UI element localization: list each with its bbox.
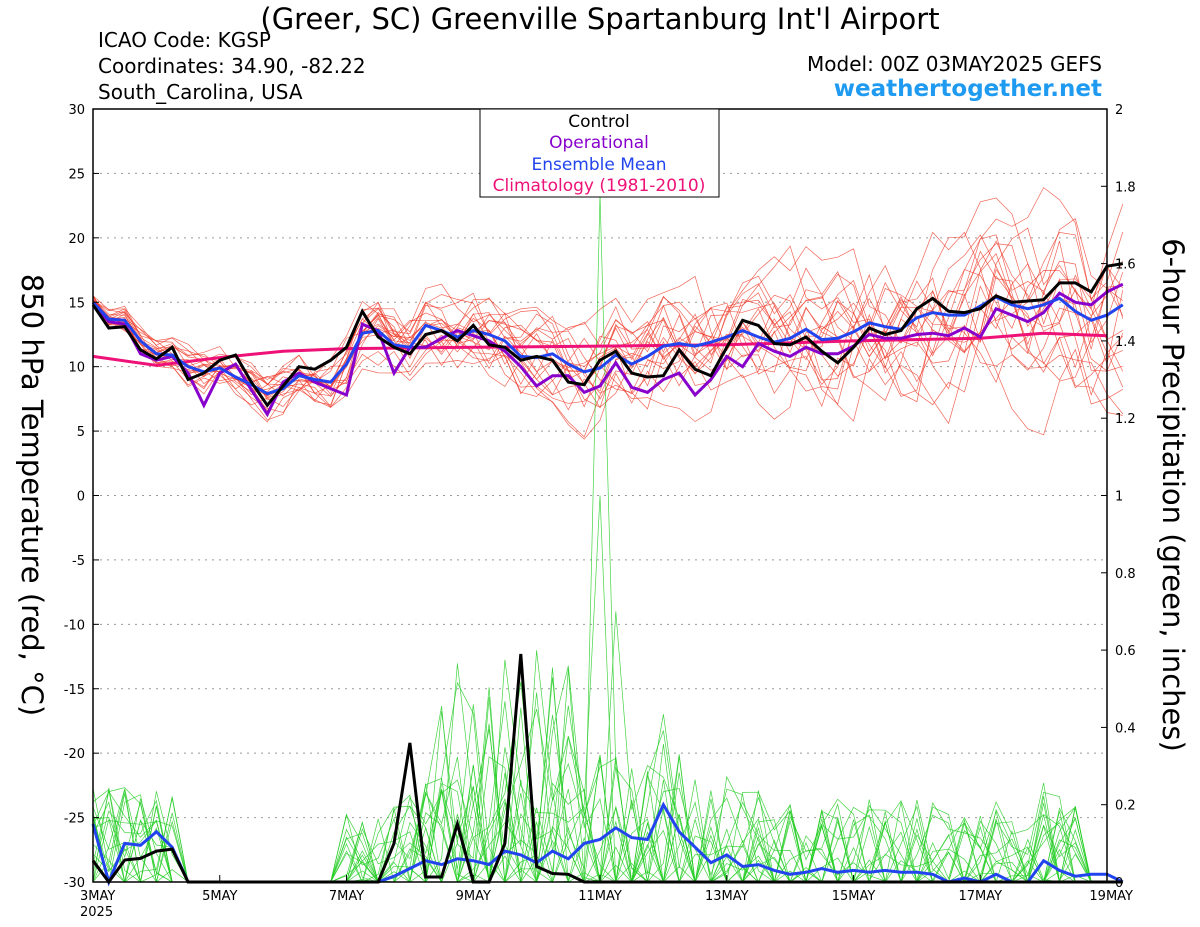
left-tick-label: -10 bbox=[64, 618, 85, 633]
temp-ensemble-mean-line bbox=[91, 295, 1124, 396]
x-tick-label: 9MAY bbox=[456, 889, 491, 904]
icao-code: ICAO Code: KGSP bbox=[98, 28, 271, 52]
model-run: Model: 00Z 03MAY2025 GEFS bbox=[807, 52, 1102, 76]
temp-operational-line bbox=[91, 282, 1124, 418]
left-tick-label: -5 bbox=[72, 554, 85, 569]
precip-member-line bbox=[92, 707, 1123, 883]
temp-member-line bbox=[92, 275, 1124, 423]
left-tick-label: -30 bbox=[64, 876, 85, 891]
left-tick-label: 0 bbox=[77, 490, 85, 505]
temp-member-line bbox=[92, 245, 1123, 394]
chart-title: (Greer, SC) Greenville Spartanburg Int'l… bbox=[260, 2, 940, 36]
x-tick-label: 7MAY bbox=[329, 889, 364, 904]
precip-member-line bbox=[92, 709, 1123, 884]
right-tick-label: 1.4 bbox=[1115, 335, 1136, 350]
right-axis-label: 6-hour Precipitation (green, inches) bbox=[1156, 238, 1190, 752]
precip-member-line bbox=[92, 736, 1123, 884]
left-tick-label: 10 bbox=[68, 361, 85, 376]
temp-member-line bbox=[92, 240, 1124, 408]
left-tick-label: -20 bbox=[64, 747, 85, 762]
precip-member-line bbox=[92, 701, 1123, 884]
right-tick-label: 0.6 bbox=[1115, 644, 1136, 659]
x-tick-label: 2025 bbox=[80, 905, 113, 920]
right-tick-label: 0 bbox=[1115, 876, 1123, 891]
temp-member-line bbox=[92, 234, 1124, 421]
legend-operational: Operational bbox=[549, 133, 649, 153]
right-tick-label: 1 bbox=[1115, 490, 1123, 505]
main-series bbox=[91, 262, 1124, 887]
right-tick-label: 0.8 bbox=[1115, 567, 1136, 582]
x-tick-label: 3MAY bbox=[80, 889, 115, 904]
precip-member-line bbox=[92, 193, 1123, 884]
temp-member-line bbox=[92, 260, 1124, 396]
left-tick-label: -25 bbox=[64, 812, 85, 827]
location: South_Carolina, USA bbox=[98, 80, 303, 104]
precip-member-line bbox=[92, 705, 1123, 884]
legend-climatology: Climatology (1981-2010) bbox=[493, 176, 706, 196]
right-tick-label: 1.8 bbox=[1115, 180, 1136, 195]
precip-member-line bbox=[92, 692, 1123, 884]
left-axis-label: 850 hPa Temperature (red, °C) bbox=[15, 274, 49, 716]
x-tick-label: 11MAY bbox=[578, 889, 622, 904]
x-tick-label: 17MAY bbox=[958, 889, 1002, 904]
right-tick-label: 1.6 bbox=[1115, 258, 1136, 273]
site-link[interactable]: weathertogether.net bbox=[833, 76, 1102, 102]
legend: Control Operational Ensemble Mean Climat… bbox=[479, 108, 720, 198]
climatology-line bbox=[92, 331, 1108, 367]
temp-member-line bbox=[92, 275, 1123, 416]
x-tick-label: 15MAY bbox=[832, 889, 876, 904]
left-tick-label: 20 bbox=[68, 232, 85, 247]
temp-control-line bbox=[91, 262, 1124, 408]
left-tick-label: 30 bbox=[68, 103, 85, 118]
grid-lines bbox=[93, 172, 1107, 819]
precip-member-line bbox=[92, 736, 1123, 884]
legend-control: Control bbox=[568, 112, 629, 132]
x-tick-label: 5MAY bbox=[202, 889, 237, 904]
left-tick-label: -15 bbox=[64, 683, 85, 698]
left-tick-label: 15 bbox=[68, 296, 85, 311]
left-tick-label: 5 bbox=[77, 425, 85, 440]
ensemble-members bbox=[92, 187, 1124, 884]
left-tick-label: 25 bbox=[68, 167, 85, 182]
right-tick-label: 2 bbox=[1115, 103, 1123, 118]
legend-box bbox=[479, 108, 720, 198]
right-tick-label: 1.2 bbox=[1115, 412, 1136, 427]
axis-ticks: 302520151050-5-10-15-20-25-3021.81.61.41… bbox=[64, 103, 1136, 920]
right-tick-label: 0.2 bbox=[1115, 799, 1136, 814]
right-tick-label: 0.4 bbox=[1115, 721, 1136, 736]
x-tick-label: 13MAY bbox=[705, 889, 749, 904]
coordinates: Coordinates: 34.90, -82.22 bbox=[98, 54, 366, 78]
legend-ensemble-mean: Ensemble Mean bbox=[531, 155, 666, 175]
x-tick-label: 19MAY bbox=[1089, 889, 1133, 904]
